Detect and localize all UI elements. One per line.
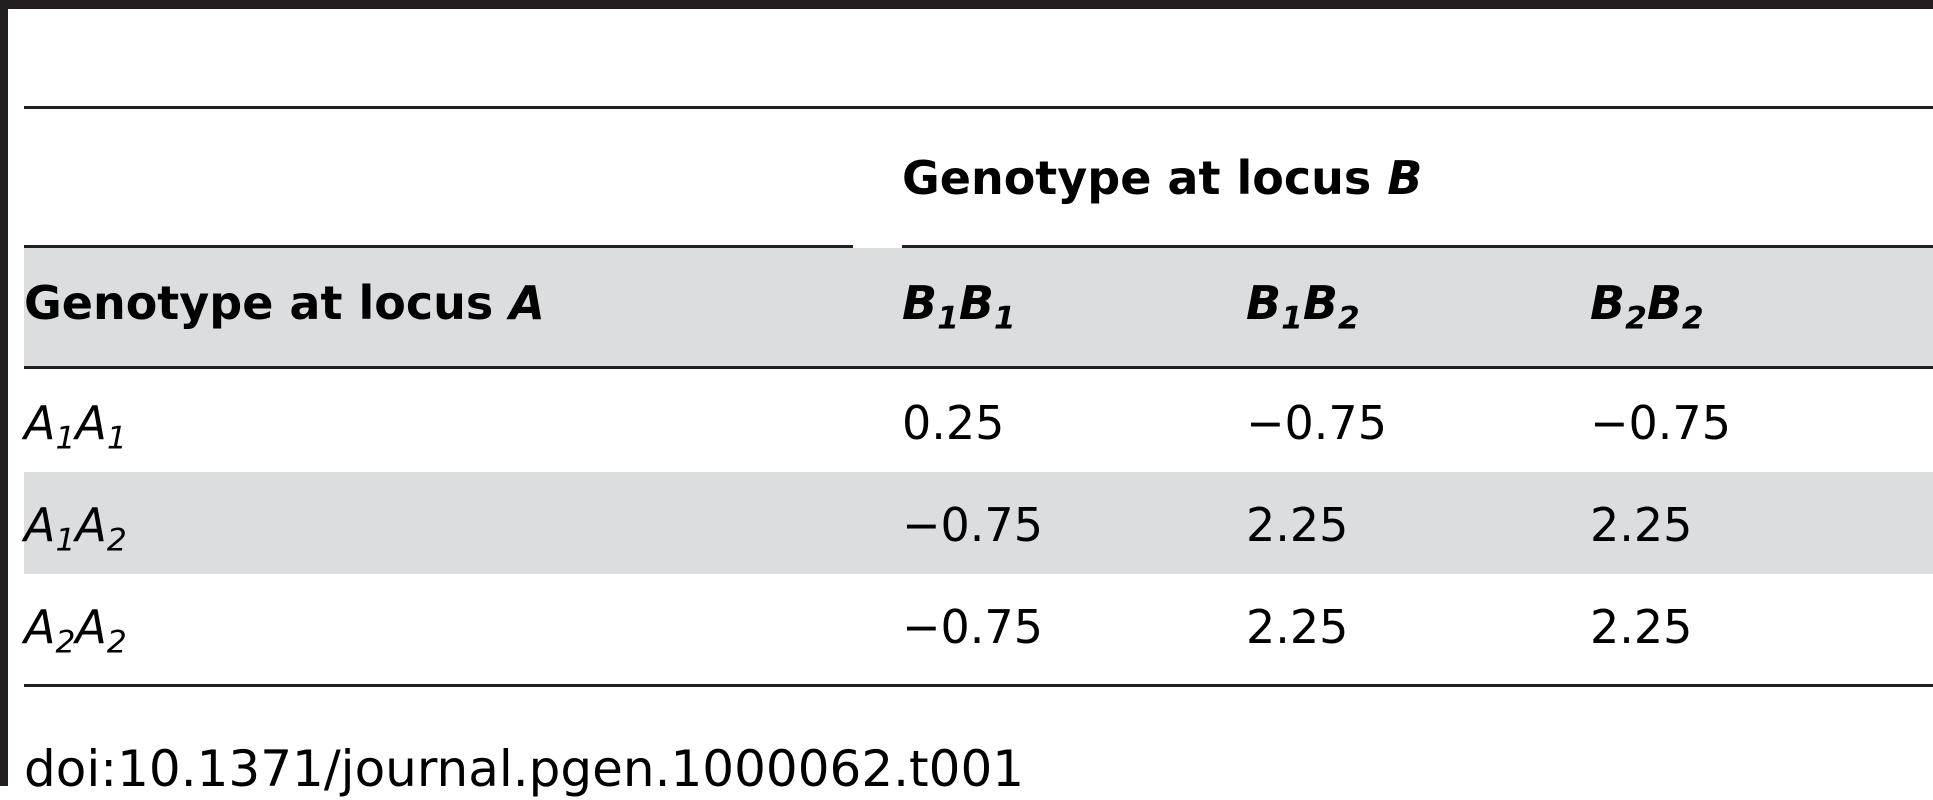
row-label: A1A2	[24, 502, 127, 556]
column-header-subscript: 1	[993, 300, 1016, 337]
table-cell: 2.25	[1246, 498, 1349, 552]
column-header-subscript: 1	[1281, 300, 1303, 337]
row-2-shading	[24, 472, 1933, 574]
column-header-subscript: 2	[1681, 300, 1704, 337]
table-cell: 2.25	[1590, 498, 1693, 552]
row-label: A1A1	[24, 400, 127, 454]
row-header-text: Genotype at locus	[24, 276, 510, 330]
table-cell: 2.25	[1246, 600, 1349, 654]
column-header-letter: B	[1302, 276, 1338, 330]
table-top-rule	[24, 106, 1933, 109]
row-header-var: A	[509, 276, 545, 330]
table-cell: −0.75	[902, 600, 1043, 654]
column-header-subscript: 2	[1337, 300, 1360, 337]
row-label-subscript: 2	[106, 522, 127, 559]
spanner-header: Genotype at locus B	[902, 155, 1422, 201]
header-row-shading	[24, 248, 1933, 366]
row-label-letter: A	[75, 600, 107, 654]
column-header-letter: B	[1646, 276, 1682, 330]
top-border	[0, 0, 1933, 9]
column-header: B2B2	[1590, 280, 1704, 334]
row-label-letter: A	[24, 498, 56, 552]
header-bottom-rule	[24, 366, 1933, 369]
row-label-letter: A	[75, 498, 107, 552]
row-label-subscript: 1	[55, 420, 76, 457]
column-header-subscript: 2	[1625, 300, 1647, 337]
spanner-header-var: B	[1387, 151, 1423, 205]
row-label-letter: A	[24, 396, 56, 450]
row-label-letter: A	[24, 600, 56, 654]
table-cell: −0.75	[1246, 396, 1387, 450]
column-header-letter: B	[902, 276, 938, 330]
column-header-letter: B	[1246, 276, 1282, 330]
column-header: B1B2	[1246, 280, 1360, 334]
spanner-underline	[902, 245, 1933, 248]
table-cell: −0.75	[902, 498, 1043, 552]
doi-link[interactable]: doi:10.1371/journal.pgen.1000062.t001	[24, 740, 1025, 798]
left-border	[0, 0, 8, 786]
row-label-subscript: 1	[106, 420, 127, 457]
spanner-header-text: Genotype at locus	[902, 151, 1388, 205]
row-label-subscript: 1	[55, 522, 76, 559]
table-bottom-rule	[24, 684, 1933, 687]
column-header-letter: B	[1590, 276, 1626, 330]
row-label-letter: A	[75, 396, 107, 450]
table-cell: 0.25	[902, 396, 1005, 450]
row-label-subscript: 2	[106, 624, 127, 661]
table-cell: −0.75	[1590, 396, 1731, 450]
column-header-letter: B	[958, 276, 994, 330]
row-label-subscript: 2	[55, 624, 76, 661]
row-header: Genotype at locus A	[24, 280, 545, 326]
column-header-subscript: 1	[937, 300, 959, 337]
row-header-underline	[24, 245, 853, 248]
row-label: A2A2	[24, 604, 127, 658]
column-header: B1B1	[902, 280, 1016, 334]
table-cell: 2.25	[1590, 600, 1693, 654]
